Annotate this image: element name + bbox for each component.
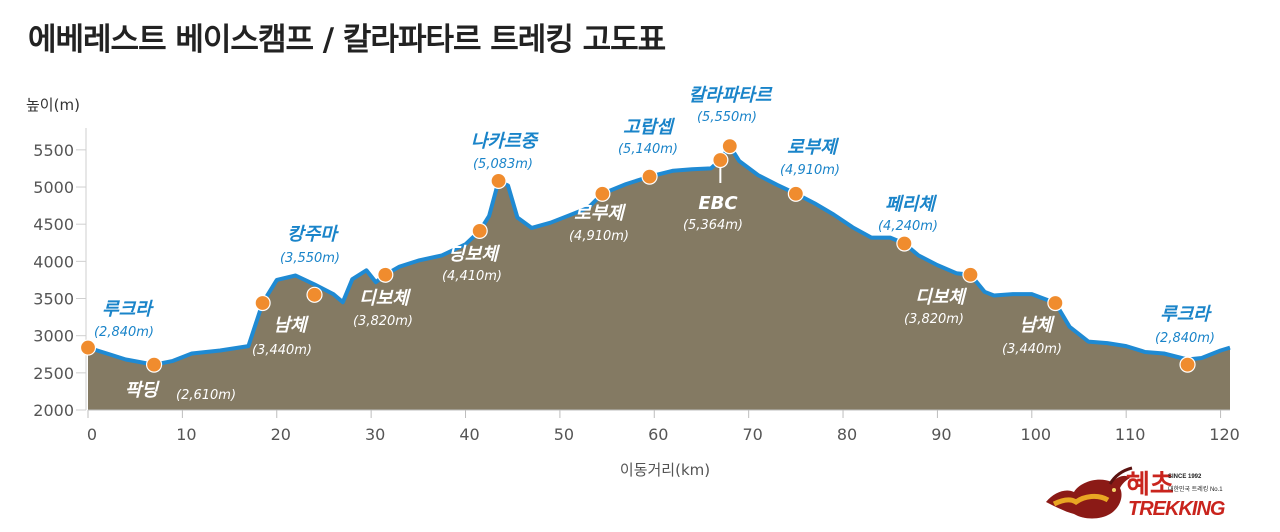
- waypoint-name: 남체: [273, 315, 309, 336]
- waypoint-marker: [254, 294, 271, 312]
- x-tick-label: 120: [1209, 425, 1240, 444]
- waypoint-name: 캉주마: [287, 224, 339, 245]
- y-tick-label: 2500: [33, 364, 74, 383]
- waypoint-marker: [1179, 356, 1196, 373]
- waypoint-marker: [712, 151, 729, 169]
- x-tick-label: 20: [271, 425, 291, 444]
- waypoint-marker: [79, 339, 97, 356]
- waypoint-altitude: (5,364m): [683, 218, 743, 233]
- waypoint-altitude: (3,820m): [904, 312, 964, 327]
- x-tick-label: 80: [837, 425, 857, 444]
- waypoint-marker: [145, 356, 163, 373]
- x-tick-label: 110: [1115, 425, 1146, 444]
- waypoint-name: 딩보체: [448, 244, 500, 265]
- logo-wordmark: TREKKING: [1128, 498, 1225, 520]
- waypoint-name: 디보체: [359, 288, 411, 309]
- x-tick-label: 10: [176, 425, 196, 444]
- waypoint-altitude: (4,910m): [569, 229, 629, 244]
- y-tick-label: 3500: [33, 290, 74, 309]
- y-axis-label: 높이(m): [26, 96, 80, 114]
- waypoint-name: 나카르중: [471, 131, 540, 152]
- waypoint-name: 로부제: [787, 137, 839, 158]
- waypoint-altitude: (4,410m): [442, 269, 502, 284]
- waypoint-altitude: (2,840m): [1155, 331, 1215, 346]
- waypoint-marker: [721, 138, 738, 155]
- waypoint-labels: 루크라 (2,840m) 팍딩 (2,610m) 남체 (3,440m) 캉주마 (3,550…: [94, 85, 1215, 403]
- logo-brand-korean: 혜초: [1126, 470, 1174, 500]
- waypoint-name: 루크라: [1160, 304, 1212, 325]
- waypoint-markers: [79, 138, 1196, 373]
- waypoint-altitude: (5,550m): [697, 110, 757, 125]
- waypoint-marker: [787, 185, 804, 202]
- y-tick-label: 5500: [33, 141, 74, 160]
- bull-logo-icon: [1046, 466, 1133, 519]
- x-axis-label: 이동거리(km): [620, 461, 710, 479]
- y-tick-label: 5000: [33, 178, 74, 197]
- x-tick-label: 90: [931, 425, 951, 444]
- x-tick-label: 60: [648, 425, 668, 444]
- waypoint-marker: [306, 286, 323, 303]
- waypoint-altitude: (4,240m): [878, 219, 938, 234]
- page-title: 에베레스트 베이스캠프 / 칼라파타르 트레킹 고도표: [28, 22, 666, 58]
- waypoint-altitude: (5,083m): [473, 157, 533, 172]
- y-tick-label: 4000: [33, 252, 74, 271]
- waypoint-altitude: (4,910m): [780, 163, 840, 178]
- waypoint-marker: [1047, 294, 1064, 312]
- waypoint-altitude: (3,550m): [280, 251, 340, 266]
- waypoint-name: 남체: [1019, 315, 1055, 336]
- waypoint-name: 팍딩: [125, 380, 161, 401]
- hyecho-trekking-logo: 혜초 SINCE 1992 대한민국 트레킹 No.1 TREKKING: [1040, 462, 1240, 526]
- x-tick-label: 40: [459, 425, 479, 444]
- logo-since: SINCE 1992: [1168, 474, 1202, 480]
- waypoint-marker: [490, 172, 507, 189]
- waypoint-altitude: (5,140m): [618, 142, 678, 157]
- waypoint-name: 고랍셉: [623, 117, 675, 138]
- waypoint-name: EBC: [698, 193, 738, 214]
- waypoint-name: 칼라파타르: [689, 85, 773, 106]
- x-tick-label: 70: [742, 425, 762, 444]
- waypoint-marker: [641, 168, 658, 185]
- waypoint-altitude: (2,840m): [94, 325, 154, 340]
- waypoint-marker: [896, 235, 913, 252]
- x-tick-label: 30: [365, 425, 385, 444]
- x-tick-label: 50: [554, 425, 574, 444]
- y-axis: 2000 2500 3000 3500 4000 4500 5000 5500: [33, 128, 87, 420]
- waypoint-name: 페리체: [885, 194, 937, 215]
- elevation-area: [88, 146, 1230, 410]
- waypoint-name: 로부제: [574, 203, 626, 224]
- waypoint-altitude: (3,440m): [1002, 342, 1062, 357]
- y-tick-label: 3000: [33, 327, 74, 346]
- waypoint-altitude: (3,820m): [353, 314, 413, 329]
- waypoint-name: 디보체: [915, 287, 967, 308]
- waypoint-marker: [962, 266, 979, 283]
- x-tick-label: 100: [1021, 425, 1052, 444]
- waypoint-altitude: (3,440m): [252, 343, 312, 358]
- x-tick-label: 0: [87, 425, 97, 444]
- x-axis: 0 10 20 30 40 50 60 70 80 90 100 110 120: [87, 409, 1240, 444]
- waypoint-marker: [594, 185, 611, 202]
- y-tick-label: 4500: [33, 215, 74, 234]
- elevation-line: [87, 144, 1231, 367]
- y-tick-label: 2000: [33, 401, 74, 420]
- logo-tagline: 대한민국 트레킹 No.1: [1168, 487, 1223, 493]
- waypoint-marker: [377, 266, 394, 283]
- waypoint-marker: [471, 222, 488, 239]
- waypoint-altitude: (2,610m): [176, 388, 236, 403]
- waypoint-name: 루크라: [102, 299, 154, 320]
